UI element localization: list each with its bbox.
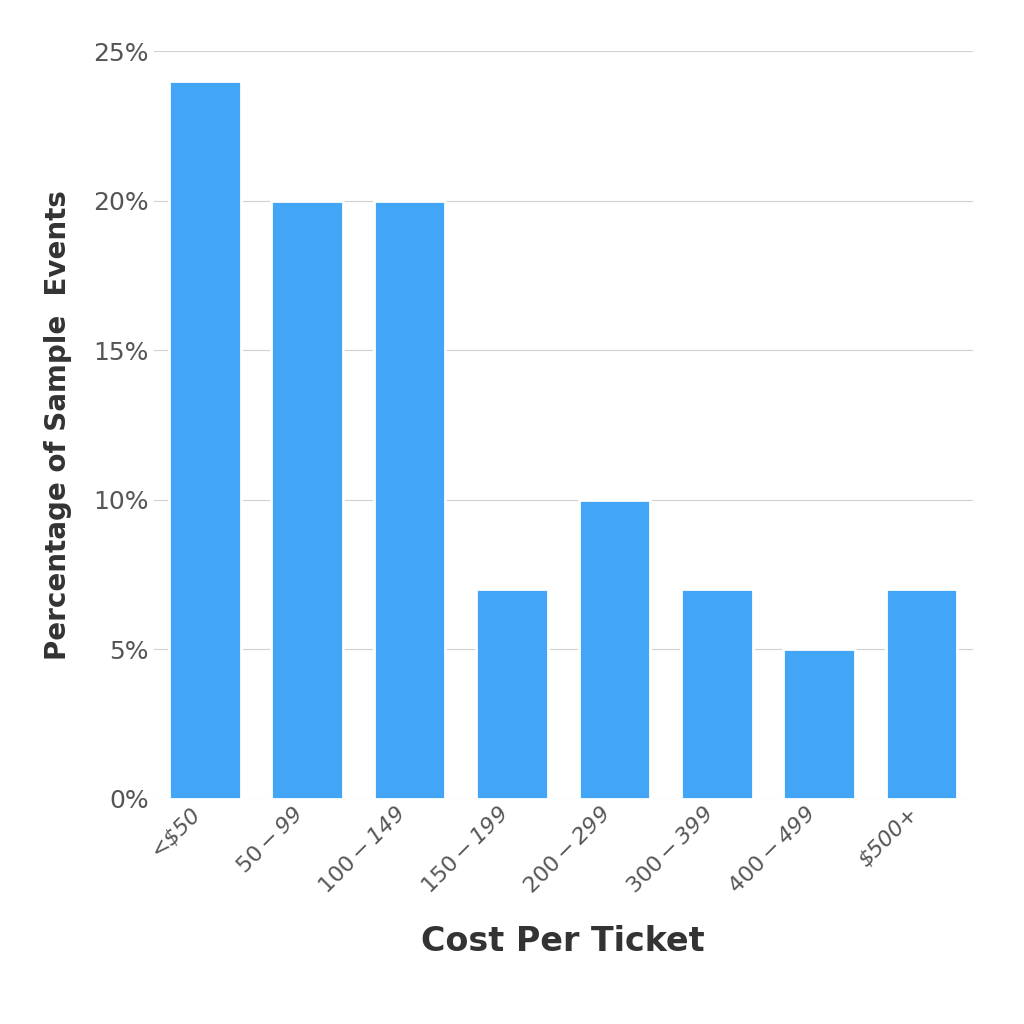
Bar (681, 590, 753, 799)
Bar (783, 649, 855, 799)
Bar (271, 201, 343, 799)
Bar (374, 201, 445, 799)
Bar (169, 81, 241, 799)
Bar (886, 590, 957, 799)
Y-axis label: Percentage of Sample  Events: Percentage of Sample Events (44, 190, 73, 659)
Bar (579, 500, 650, 799)
X-axis label: Cost Per Ticket: Cost Per Ticket (422, 926, 705, 958)
Bar (476, 590, 548, 799)
